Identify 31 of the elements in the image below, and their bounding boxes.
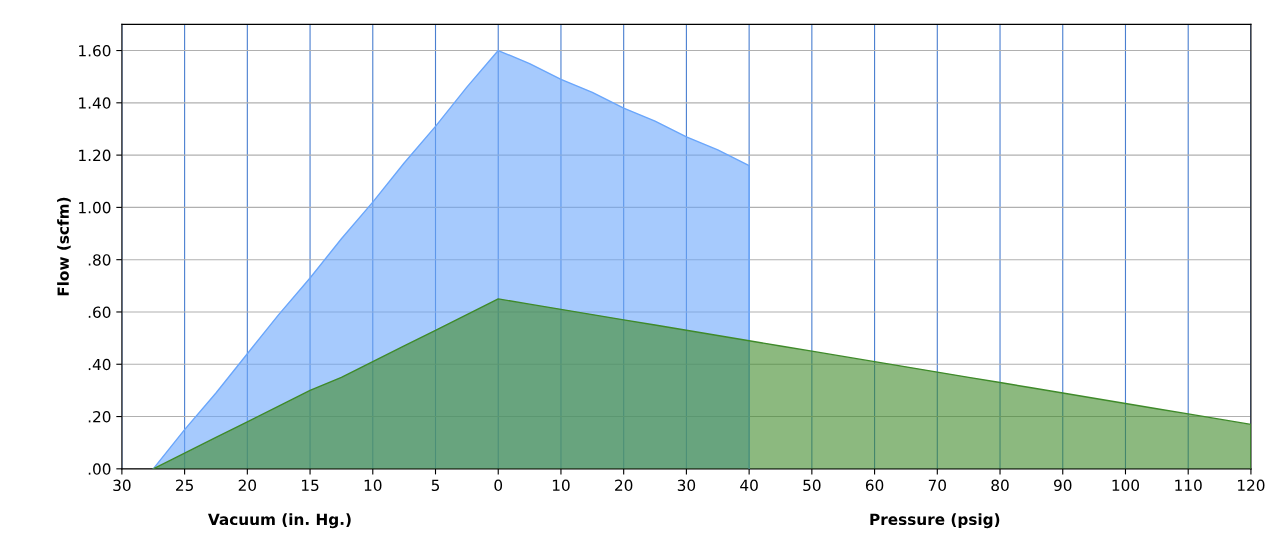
x-tick-label: 30 — [113, 479, 131, 492]
y-axis-title: Flow (scfm) — [57, 197, 71, 296]
x-tick-label: 25 — [176, 479, 193, 492]
y-tick-label: 1.00 — [79, 201, 111, 214]
y-tick-label: .80 — [88, 254, 111, 266]
y-tick-label: .40 — [88, 358, 111, 371]
text: Pressure (psig) — [870, 513, 1000, 529]
y-tick-label: 1.40 — [79, 97, 111, 109]
x-tick-label: 40 — [740, 479, 758, 492]
x-tick-label: 90 — [1053, 479, 1072, 492]
x-tick-label: 60 — [865, 479, 884, 492]
x-tick-label: 120 — [1238, 479, 1265, 492]
x-tick-label: 5 — [431, 479, 440, 492]
x-tick-label: 70 — [928, 479, 947, 492]
x-tick-label: 10 — [552, 479, 570, 492]
x-axis-title: Vacuum (in. Hg.) — [207, 513, 351, 529]
y-tick-label: .00 — [88, 463, 111, 475]
x-tick-label: 50 — [803, 479, 821, 492]
y-tick-label: .20 — [88, 411, 111, 423]
x-tick-label: 15 — [302, 479, 319, 492]
x-tick-label: 80 — [991, 479, 1009, 492]
y-tick-label: .60 — [88, 306, 111, 318]
x-tick-label: 10 — [364, 479, 382, 492]
x-tick-label: 20 — [615, 479, 633, 492]
y-tick-label: 1.20 — [79, 149, 111, 162]
x-tick-label: 100 — [1112, 479, 1140, 492]
y-tick-label: 1.60 — [79, 45, 111, 57]
x-tick-label: 0 — [494, 479, 503, 492]
x-tick-label: 110 — [1175, 479, 1202, 492]
x-tick-label: 30 — [677, 479, 696, 492]
x-tick-label: 20 — [238, 479, 257, 492]
